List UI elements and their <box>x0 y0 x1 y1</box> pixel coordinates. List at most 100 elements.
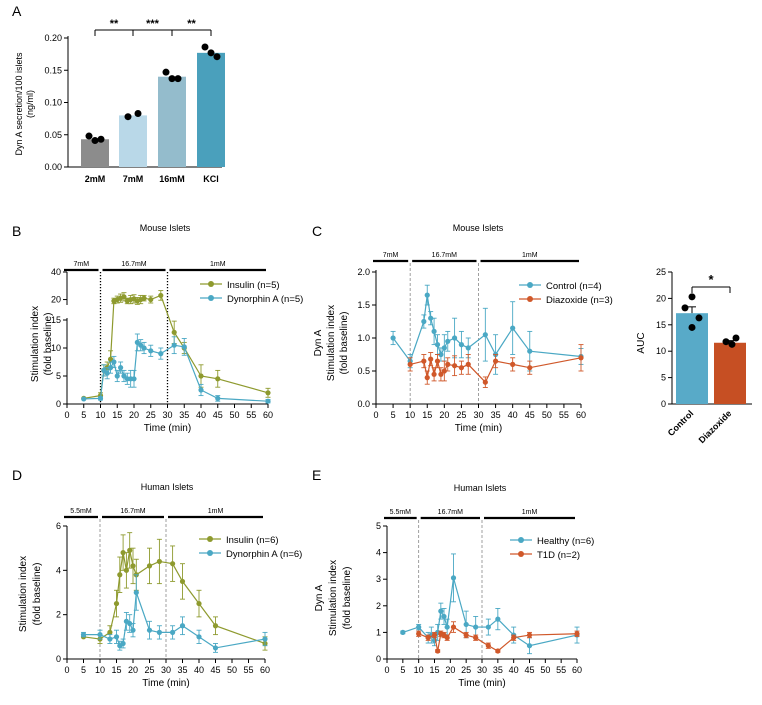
tick-label-x-e: 25 <box>461 665 471 675</box>
tick-label-x-c: 45 <box>525 410 535 420</box>
data-point-c <box>458 365 465 371</box>
tick-label-x-c: 60 <box>576 410 586 420</box>
data-point-a <box>134 109 142 117</box>
data-point-c <box>421 358 427 364</box>
tick-label-y-b: 40 <box>51 267 61 277</box>
tick-label-x-e: 40 <box>509 665 519 675</box>
tick-label-x-d: 40 <box>194 665 204 675</box>
significance-stars-a: *** <box>146 18 160 30</box>
axis-label-y-b: Stimulation index <box>30 306 41 382</box>
legend-label-d: Insulin (n=6) <box>226 535 279 546</box>
legend-marker-c <box>527 282 533 288</box>
tick-label-y-d: 0 <box>56 654 61 664</box>
tick-label-x-b: 20 <box>129 410 139 420</box>
tick-label-y-a: 0.00 <box>44 162 62 172</box>
axis-label-x-e: Time (min) <box>458 678 505 689</box>
tick-label-x-d: 45 <box>210 665 220 675</box>
legend-marker-d <box>207 536 213 542</box>
tick-label-x-d: 0 <box>64 665 69 675</box>
stimulus-label-b: 16.7mM <box>121 261 146 268</box>
data-point-e <box>438 608 444 614</box>
data-point-d <box>212 645 219 651</box>
data-point-e <box>495 648 501 654</box>
data-point-e <box>431 632 438 638</box>
legend-label-d: Dynorphin A (n=6) <box>226 549 302 560</box>
tick-label-y-a: 0.20 <box>44 33 62 43</box>
data-point-d <box>107 629 113 636</box>
data-point-d <box>262 636 268 642</box>
stimulus-label-d: 1mM <box>208 508 224 515</box>
data-point-c <box>445 361 451 367</box>
data-point-c <box>434 342 441 348</box>
tick-label-x-b: 60 <box>263 410 273 420</box>
tick-label-x-d: 25 <box>144 665 154 675</box>
data-point-b <box>171 342 177 348</box>
data-point-e <box>473 624 479 630</box>
tick-label-y-d: 4 <box>56 565 61 575</box>
data-point-auc <box>728 340 736 348</box>
data-point-e <box>495 616 501 622</box>
data-point-b <box>215 376 221 382</box>
tick-label-x-c: 10 <box>405 410 415 420</box>
axis-label-y-a: Dyn A secretion/100 islets <box>14 52 24 156</box>
data-point-b <box>81 396 87 402</box>
data-point-c <box>434 358 441 364</box>
legend-marker-c <box>527 296 533 302</box>
significance-stars-a: ** <box>187 18 196 30</box>
tick-label-x-e: 50 <box>540 665 550 675</box>
tick-label-y-auc: 25 <box>656 267 666 277</box>
tick-label-x-b: 50 <box>229 410 239 420</box>
data-point-a <box>124 113 132 121</box>
tick-label-y-e: 4 <box>376 548 381 558</box>
data-point-e <box>450 624 457 630</box>
data-point-c <box>458 342 465 348</box>
data-point-e <box>574 631 580 637</box>
tick-label-x-b: 30 <box>162 410 172 420</box>
data-point-e <box>526 643 533 649</box>
data-point-c <box>527 365 533 371</box>
data-point-a <box>207 49 215 57</box>
tick-label-x-c: 40 <box>508 410 518 420</box>
data-point-b <box>265 398 271 404</box>
tick-label-x-e: 35 <box>493 665 503 675</box>
tick-label-y-auc: 20 <box>656 293 666 303</box>
axis-label-y-e: (fold baseline) <box>342 567 353 630</box>
legend-label-b: Dynorphin A (n=5) <box>227 294 303 305</box>
data-point-d <box>196 634 202 640</box>
tick-label-x-e: 0 <box>384 665 389 675</box>
data-point-auc <box>681 304 689 312</box>
data-point-c <box>482 379 488 385</box>
panel-title-d: Human Islets <box>141 482 194 492</box>
data-point-d <box>212 623 219 629</box>
tick-label-x-d: 55 <box>243 665 253 675</box>
bar-a <box>119 115 147 167</box>
tick-label-x-c: 55 <box>559 410 569 420</box>
bar-a <box>158 76 186 167</box>
legend-marker-b <box>208 281 214 287</box>
data-point-d <box>127 547 133 553</box>
data-point-d <box>133 589 139 596</box>
data-point-d <box>170 561 176 567</box>
data-point-d <box>170 629 176 636</box>
panel-label-c: C <box>312 223 322 239</box>
tick-label-x-b: 15 <box>112 410 122 420</box>
tick-label-y-b: 0 <box>56 399 61 409</box>
category-label-a: 16mM <box>159 174 185 184</box>
tick-label-x-d: 60 <box>260 665 270 675</box>
data-point-d <box>117 572 123 578</box>
data-point-e <box>425 635 431 641</box>
data-point-b <box>198 373 204 379</box>
data-point-b <box>181 344 187 350</box>
tick-label-x-b: 0 <box>64 410 69 420</box>
panel-title-c: Mouse Islets <box>453 223 504 233</box>
tick-label-y-auc: 5 <box>661 373 666 383</box>
data-point-b <box>131 376 137 382</box>
data-point-e <box>511 635 517 641</box>
data-point-e <box>485 624 491 630</box>
data-point-a <box>162 68 170 76</box>
data-point-e <box>463 632 469 638</box>
data-point-b <box>198 387 204 393</box>
data-point-d <box>120 550 126 556</box>
tick-label-x-d: 10 <box>95 665 105 675</box>
data-point-c <box>428 356 434 362</box>
